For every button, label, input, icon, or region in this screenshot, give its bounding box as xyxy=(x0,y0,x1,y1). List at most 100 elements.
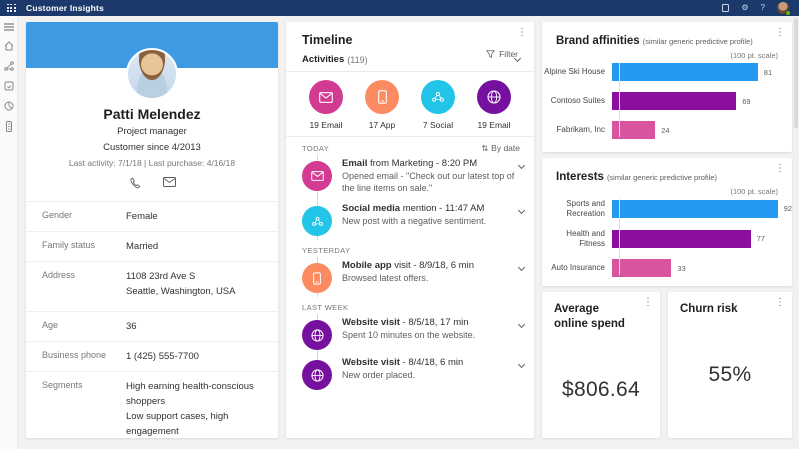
kebab-icon[interactable]: ⋮ xyxy=(517,27,527,38)
presence-indicator xyxy=(785,10,791,16)
refresh-data-icon[interactable] xyxy=(4,81,14,91)
customer-since: Customer since 4/2013 xyxy=(103,142,201,153)
scrollbar-thumb[interactable] xyxy=(794,18,798,128)
summary-web[interactable]: 19 Email xyxy=(466,80,522,130)
waffle-icon[interactable] xyxy=(7,3,16,13)
entry-title-rest: - 8/4/18, 6 min xyxy=(399,357,464,368)
bar-value: 81 xyxy=(763,67,773,77)
sort-icon: ⇅ xyxy=(481,143,489,153)
home-icon[interactable] xyxy=(4,41,14,51)
entry-title-rest: from Marketing - 8:20 PM xyxy=(367,158,478,169)
social-icon[interactable] xyxy=(421,80,455,114)
entry-title-bold: Social media xyxy=(342,203,401,214)
page-scrollbar[interactable] xyxy=(793,16,799,449)
chart-axis xyxy=(619,63,620,137)
email-icon[interactable] xyxy=(162,177,176,187)
bar xyxy=(612,63,758,81)
brand-affinities-card: ⋮ Brand affinities (similar generic predi… xyxy=(542,22,792,152)
timeline-entry: Website visit - 8/5/18, 17 min Spent 10 … xyxy=(286,314,534,354)
field-label: Business phone xyxy=(42,350,107,360)
entry-title-rest: - 8/5/18, 17 min xyxy=(399,317,469,328)
chevron-down-icon[interactable] xyxy=(517,206,526,215)
bar xyxy=(612,259,672,277)
kebab-icon[interactable]: ⋮ xyxy=(775,163,785,174)
average-online-spend-card: ⋮ Average online spend $806.64 xyxy=(542,292,660,438)
bar-label: Health and Fitness xyxy=(566,229,605,248)
field-value: High earning health-conscious shoppers xyxy=(126,381,254,407)
kebab-icon[interactable]: ⋮ xyxy=(775,27,785,38)
chevron-down-icon[interactable] xyxy=(517,360,526,369)
globe-icon[interactable] xyxy=(477,80,511,114)
activities-count: (119) xyxy=(347,54,368,65)
summary-social[interactable]: 7 Social xyxy=(410,80,466,130)
chart-axis xyxy=(619,199,620,275)
field-label: Address xyxy=(42,270,76,280)
entry-title-bold: Email xyxy=(342,158,368,169)
gear-icon[interactable]: ⚙ xyxy=(741,3,749,12)
entry-title-bold: Website visit xyxy=(342,317,400,328)
summary-count-label: 19 Email xyxy=(309,120,343,130)
timeline-group-last-week: LAST WEEK xyxy=(286,297,534,314)
bar xyxy=(612,121,656,139)
field-label: Age xyxy=(42,320,59,330)
filter-button[interactable]: Filter xyxy=(486,49,518,59)
summary-count-label: 17 App xyxy=(368,120,396,130)
app-title: Customer Insights xyxy=(26,3,105,13)
field-row-address: Address 1108 23rd Ave S Seattle, Washing… xyxy=(26,261,278,311)
customer-role: Project manager xyxy=(117,126,187,137)
group-label: LAST WEEK xyxy=(302,303,349,312)
bar-value: 24 xyxy=(661,125,670,135)
bar-label: Alpine Ski House xyxy=(544,67,605,77)
group-label: TODAY xyxy=(302,143,330,153)
timeline-entry: Mobile app visit - 8/9/18, 6 min Browsed… xyxy=(286,257,534,297)
globe-icon xyxy=(302,320,332,350)
chart-scale-note: (100 pt. scale) xyxy=(730,187,778,196)
summary-app[interactable]: 17 App xyxy=(354,80,410,130)
chevron-down-icon[interactable] xyxy=(517,320,526,329)
segments-icon[interactable] xyxy=(3,61,14,71)
kpi-title: Churn risk xyxy=(680,303,738,315)
user-avatar[interactable] xyxy=(777,2,791,16)
summary-count-label: 7 Social xyxy=(422,120,454,130)
activities-header[interactable]: Activities (119) xyxy=(286,47,534,71)
left-nav-rail xyxy=(0,16,18,449)
last-activity-purchase: Last activity: 7/1/18 | Last purchase: 4… xyxy=(68,158,236,168)
summary-email[interactable]: 19 Email xyxy=(298,80,354,130)
chevron-down-icon[interactable] xyxy=(517,161,526,170)
entry-title-bold: Mobile app xyxy=(342,260,392,271)
email-icon[interactable] xyxy=(309,80,343,114)
bar-row: Auto Insurance 33 xyxy=(542,259,792,277)
chevron-down-icon[interactable] xyxy=(513,54,522,63)
entry-title-rest: mention - 11:47 AM xyxy=(400,203,485,214)
mobile-icon[interactable] xyxy=(365,80,399,114)
hamburger-menu-icon[interactable] xyxy=(3,23,14,31)
timeline-title: Timeline xyxy=(302,33,353,47)
notifications-icon[interactable] xyxy=(722,4,730,12)
summary-count-label: 19 Email xyxy=(477,120,511,130)
timeline-entry: Social media mention - 11:47 AM New post… xyxy=(286,200,534,240)
filter-icon xyxy=(486,49,496,58)
chart-title: Interests xyxy=(556,171,604,183)
kebab-icon[interactable]: ⋮ xyxy=(775,297,785,308)
bar-row: Health and Fitness 77 xyxy=(542,229,792,248)
sort-by-date[interactable]: ⇅ By date xyxy=(481,143,520,153)
help-icon[interactable]: ? xyxy=(760,3,765,12)
bar-chart: Sports and Recreation 92 Health and Fitn… xyxy=(542,199,792,277)
email-icon xyxy=(302,161,332,191)
measures-icon[interactable] xyxy=(5,121,13,132)
field-value: Female xyxy=(126,211,158,222)
entry-title-bold: Website visit xyxy=(342,357,400,368)
insights-pie-icon[interactable] xyxy=(4,101,14,111)
kebab-icon[interactable]: ⋮ xyxy=(643,297,653,308)
customer-name: Patti Melendez xyxy=(103,106,201,122)
bar-label: Fabrikam, Inc xyxy=(556,125,605,135)
field-row-gender: Gender Female xyxy=(26,201,278,231)
timeline-entry: Email from Marketing - 8:20 PM Opened em… xyxy=(286,155,534,200)
profile-card: Patti Melendez Project manager Customer … xyxy=(26,22,278,438)
bar xyxy=(612,229,751,248)
chevron-down-icon[interactable] xyxy=(517,263,526,272)
phone-icon[interactable] xyxy=(129,177,141,189)
globe-icon xyxy=(302,360,332,390)
bar-chart: Alpine Ski House 81 Contoso Suites 69 Fa… xyxy=(542,63,792,139)
